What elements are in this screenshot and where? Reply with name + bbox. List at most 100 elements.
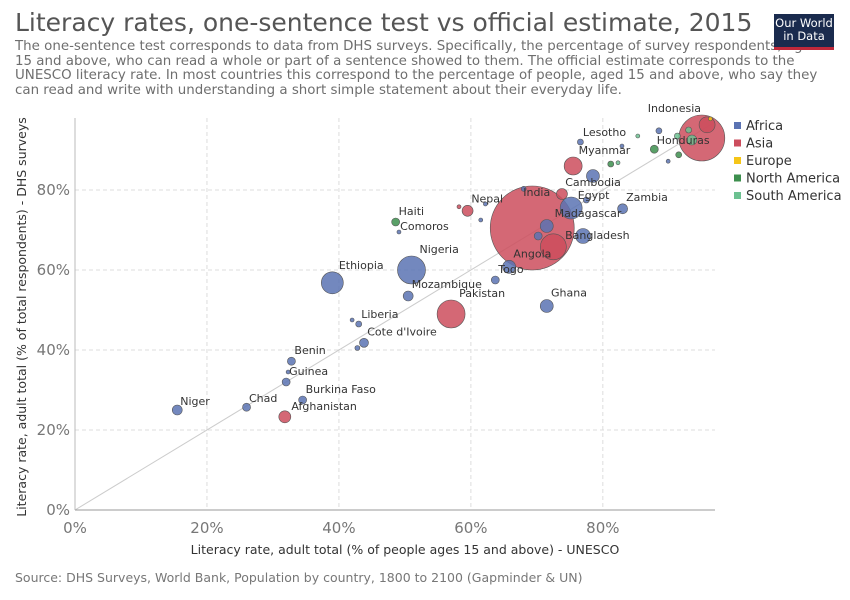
data-point xyxy=(456,204,462,210)
data-point xyxy=(354,345,361,351)
point-label: Liberia xyxy=(361,308,398,321)
data-point xyxy=(583,196,590,204)
data-point xyxy=(586,169,600,183)
point-label: Angola xyxy=(513,247,551,260)
point-label: Niger xyxy=(180,395,210,408)
data-point xyxy=(698,116,716,134)
point-label: Guinea xyxy=(289,365,328,378)
data-point xyxy=(520,186,527,192)
data-point xyxy=(685,126,692,134)
data-point xyxy=(533,231,543,241)
logo-line-1: Our World xyxy=(775,16,833,30)
y-tick-label: 60% xyxy=(37,261,70,279)
data-point xyxy=(577,138,584,146)
point-label: Cote d'Ivoire xyxy=(367,325,437,338)
data-point xyxy=(502,259,516,274)
legend-entry: Africa xyxy=(746,119,783,134)
data-point xyxy=(563,156,583,176)
data-point xyxy=(242,402,251,412)
point-label: Indonesia xyxy=(648,102,701,115)
diagonal-reference-line xyxy=(74,121,716,511)
data-point xyxy=(483,201,488,207)
data-point xyxy=(674,132,681,140)
grid-lines xyxy=(75,118,715,510)
data-point xyxy=(607,160,615,168)
point-label: Honduras xyxy=(657,134,710,147)
data-point xyxy=(559,196,583,220)
point-label: Myanmar xyxy=(579,144,631,157)
data-point xyxy=(349,317,355,323)
data-point xyxy=(575,228,591,244)
point-label: Lesotho xyxy=(583,126,626,139)
data-point xyxy=(708,116,713,122)
point-label: Pakistan xyxy=(459,287,505,300)
point-label: Benin xyxy=(294,344,325,357)
logo-line-2: in Data xyxy=(783,29,825,43)
data-point xyxy=(539,219,554,233)
data-point xyxy=(278,410,292,424)
data-point xyxy=(321,271,344,295)
data-point xyxy=(461,205,474,217)
data-point xyxy=(359,337,369,348)
point-label: Nigeria xyxy=(419,243,458,256)
chart-title: Literacy rates, one-sentence test vs off… xyxy=(15,8,753,37)
data-point xyxy=(436,299,466,329)
source-note: Source: DHS Surveys, World Bank, Populat… xyxy=(15,570,583,585)
x-tick-label: 60% xyxy=(454,519,487,537)
data-point xyxy=(171,404,183,416)
data-point xyxy=(281,377,291,387)
y-axis-label: Literacy rate, adult total (% of total r… xyxy=(14,117,29,517)
point-label: Zambia xyxy=(626,191,668,204)
legend-entry: North America xyxy=(746,172,840,187)
owid-logo[interactable]: Our World in Data xyxy=(774,14,834,50)
y-tick-label: 0% xyxy=(46,501,70,519)
axis-ticks: 0% 20% 40% 60% 80% 0% 20% 40% 60% 80% xyxy=(37,118,715,537)
data-point xyxy=(615,160,621,166)
point-label: Ghana xyxy=(551,287,587,300)
point-label: Chad xyxy=(249,392,277,405)
point-label: Egypt xyxy=(578,189,610,202)
data-point xyxy=(617,203,628,215)
data-point xyxy=(649,144,659,154)
data-point xyxy=(655,127,663,135)
legend-swatch xyxy=(734,192,741,199)
x-tick-label: 80% xyxy=(586,519,619,537)
data-point xyxy=(391,217,400,227)
point-label: Burkina Faso xyxy=(306,383,376,396)
x-axis-label: Literacy rate, adult total (% of people … xyxy=(191,542,620,557)
point-label: Haiti xyxy=(399,205,424,218)
legend-entry: South America xyxy=(746,189,842,204)
data-point xyxy=(355,320,363,328)
legend-swatch xyxy=(734,139,741,147)
data-point xyxy=(490,275,500,285)
point-label: Comoros xyxy=(400,220,449,233)
point-label: India xyxy=(523,186,550,199)
point-label: Afghanistan xyxy=(291,400,357,413)
x-tick-label: 0% xyxy=(63,519,87,537)
point-label: Mozambique xyxy=(412,278,482,291)
legend-entry: Asia xyxy=(746,137,773,152)
point-label: Nepal xyxy=(471,192,503,205)
data-point xyxy=(539,299,554,313)
legend-swatch xyxy=(734,122,741,129)
data-point xyxy=(287,356,296,366)
data-point xyxy=(686,134,698,146)
y-tick-label: 80% xyxy=(37,181,70,199)
data-point xyxy=(285,369,291,375)
y-tick-label: 40% xyxy=(37,341,70,359)
data-point xyxy=(397,255,426,285)
data-point xyxy=(635,133,641,139)
data-point xyxy=(478,217,484,223)
data-point xyxy=(298,395,307,405)
data-point xyxy=(619,143,625,149)
y-tick-label: 20% xyxy=(37,421,70,439)
legend-swatch xyxy=(734,174,741,182)
x-tick-label: 40% xyxy=(322,519,355,537)
legend: Africa Asia Europe North America South Ameri… xyxy=(734,119,842,204)
data-point xyxy=(402,290,414,302)
point-label: Togo xyxy=(497,263,524,276)
data-point xyxy=(540,233,567,261)
data-point xyxy=(396,229,402,235)
point-labels: Niger Chad Afghanistan Burkina Faso Guinea Be… xyxy=(180,102,710,413)
